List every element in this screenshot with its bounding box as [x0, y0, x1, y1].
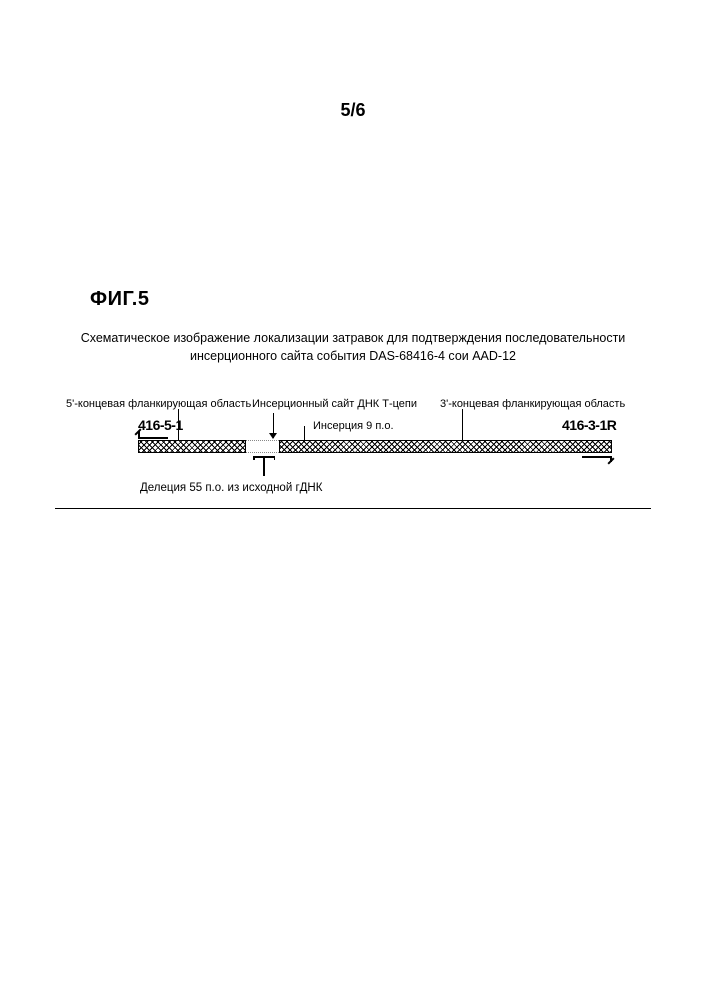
figure-caption: Схематическое изображение локализации за… — [60, 330, 646, 365]
primer-left-label: 416-5-1 — [138, 417, 183, 433]
label-insertion9: Инсерция 9 п.о. — [313, 420, 394, 432]
bar-gap — [246, 440, 279, 453]
bar-flank5 — [138, 440, 246, 453]
figure-title: ФИГ.5 — [90, 288, 149, 311]
page-number: 5/6 — [0, 100, 706, 121]
arrow-insert-site — [273, 413, 274, 438]
primer-right-label: 416-3-1R — [562, 417, 616, 433]
label-insert-site: Инсерционный сайт ДНК Т-цепи — [252, 398, 417, 410]
label-flank5: 5'-концевая фланкирующая область — [66, 398, 251, 410]
pointer-insertion9 — [304, 426, 305, 440]
deletion-bracket — [253, 456, 275, 476]
bar-flank3 — [279, 440, 612, 453]
pointer-flank3 — [462, 409, 463, 440]
hr-line — [55, 508, 651, 509]
label-flank3: 3'-концевая фланкирующая область — [440, 398, 625, 410]
primer3-arrow — [577, 454, 612, 460]
label-deletion: Делеция 55 п.о. из исходной гДНК — [140, 482, 322, 494]
pointer-flank5 — [178, 409, 179, 440]
